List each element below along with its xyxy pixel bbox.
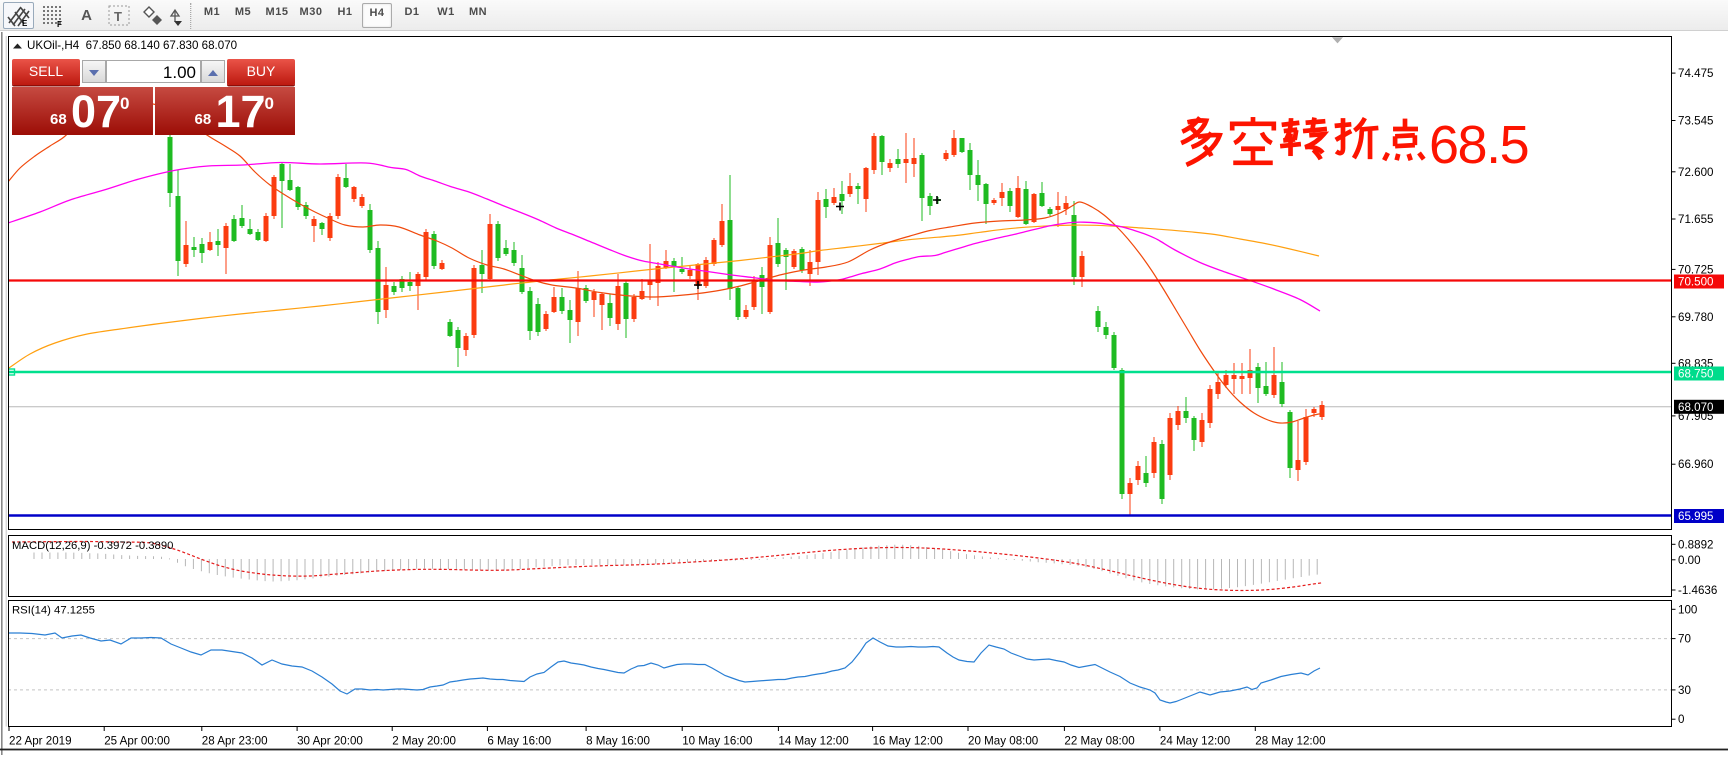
svg-text:74.475: 74.475 bbox=[1678, 67, 1713, 80]
svg-text:22 May 08:00: 22 May 08:00 bbox=[1064, 735, 1134, 748]
svg-text:2 May 20:00: 2 May 20:00 bbox=[392, 735, 456, 748]
svg-text:0: 0 bbox=[1678, 713, 1684, 726]
svg-text:22 Apr 2019: 22 Apr 2019 bbox=[9, 735, 72, 748]
svg-text:72.600: 72.600 bbox=[1678, 166, 1713, 179]
svg-text:69.780: 69.780 bbox=[1678, 311, 1713, 324]
svg-text:65.995: 65.995 bbox=[1678, 510, 1713, 523]
svg-text:0.00: 0.00 bbox=[1678, 554, 1701, 567]
svg-text:-1.4636: -1.4636 bbox=[1678, 584, 1717, 597]
svg-text:68.750: 68.750 bbox=[1678, 368, 1713, 381]
svg-text:30: 30 bbox=[1678, 684, 1691, 697]
svg-text:100: 100 bbox=[1678, 603, 1697, 616]
svg-text:70: 70 bbox=[1678, 633, 1691, 646]
svg-text:70.500: 70.500 bbox=[1678, 276, 1713, 289]
svg-text:66.960: 66.960 bbox=[1678, 458, 1713, 471]
svg-text:10 May 16:00: 10 May 16:00 bbox=[682, 735, 752, 748]
svg-text:16 May 12:00: 16 May 12:00 bbox=[873, 735, 943, 748]
svg-text:UKOil-,H4 67.850 68.140 67.83: UKOil-,H4 67.850 68.140 67.830 68.070 bbox=[27, 39, 237, 52]
svg-text:68.070: 68.070 bbox=[1678, 401, 1713, 414]
svg-text:71.655: 71.655 bbox=[1678, 213, 1713, 226]
svg-text:25 Apr 00:00: 25 Apr 00:00 bbox=[104, 735, 170, 748]
svg-text:24 May 12:00: 24 May 12:00 bbox=[1160, 735, 1230, 748]
svg-text:RSI(14) 47.1255: RSI(14) 47.1255 bbox=[12, 605, 95, 617]
svg-text:73.545: 73.545 bbox=[1678, 115, 1713, 128]
svg-text:30 Apr 20:00: 30 Apr 20:00 bbox=[297, 735, 363, 748]
svg-text:F: F bbox=[57, 20, 62, 28]
svg-text:28 Apr 23:00: 28 Apr 23:00 bbox=[202, 735, 268, 748]
svg-text:68.5: 68.5 bbox=[1429, 115, 1528, 175]
svg-text:70.725: 70.725 bbox=[1678, 263, 1713, 276]
svg-text:T: T bbox=[114, 9, 122, 24]
svg-text:8 May 16:00: 8 May 16:00 bbox=[586, 735, 650, 748]
svg-text:20 May 08:00: 20 May 08:00 bbox=[968, 735, 1038, 748]
svg-text:6 May 16:00: 6 May 16:00 bbox=[487, 735, 551, 748]
svg-text:28 May 12:00: 28 May 12:00 bbox=[1255, 735, 1325, 748]
svg-text:0.8892: 0.8892 bbox=[1678, 538, 1713, 551]
svg-text:14 May 12:00: 14 May 12:00 bbox=[778, 735, 848, 748]
svg-text:MACD(12,26,9) -0.3972 -0.3890: MACD(12,26,9) -0.3972 -0.3890 bbox=[12, 540, 173, 552]
svg-text:E: E bbox=[22, 19, 28, 28]
